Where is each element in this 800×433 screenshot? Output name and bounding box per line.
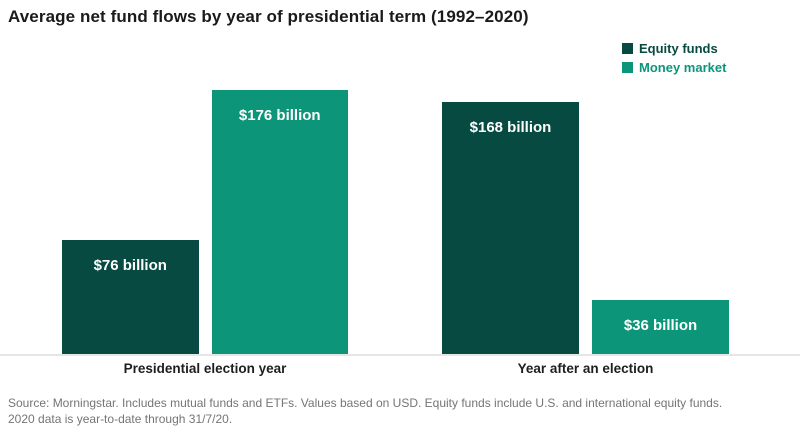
- bar-group-election-year: $76 billion $176 billion: [62, 90, 348, 354]
- legend-item-money-market: Money market: [622, 58, 726, 77]
- source-note-line-2: 2020 data is year-to-date through 31/7/2…: [8, 411, 233, 426]
- bar-equity-funds-election-year: $76 billion: [62, 240, 199, 354]
- legend-label-equity-funds: Equity funds: [639, 41, 718, 56]
- legend-item-equity-funds: Equity funds: [622, 39, 726, 58]
- x-axis-line: [0, 354, 800, 356]
- bar-group-year-after-election: $168 billion $36 billion: [442, 102, 729, 354]
- bar-money-market-year-after: $36 billion: [592, 300, 729, 354]
- legend-swatch-equity-funds: [622, 43, 633, 54]
- x-axis-label-year-after-election: Year after an election: [517, 361, 654, 376]
- chart-title: Average net fund flows by year of presid…: [8, 7, 529, 26]
- bar-equity-funds-year-after: $168 billion: [442, 102, 579, 354]
- legend-swatch-money-market: [622, 62, 633, 73]
- bar-value-label: $176 billion: [238, 107, 321, 124]
- bar-value-label: $36 billion: [623, 317, 698, 334]
- plot-area: $76 billion $176 billion $168 billion $3…: [0, 90, 800, 356]
- bar-value-label: $168 billion: [469, 119, 552, 136]
- bar-money-market-election-year: $176 billion: [211, 90, 348, 354]
- bar-value-label: $76 billion: [93, 257, 167, 274]
- legend-label-money-market: Money market: [639, 60, 727, 75]
- source-note-line-1: Source: Morningstar. Includes mutual fun…: [8, 396, 723, 410]
- source-note: Source: Morningstar. Includes mutual fun…: [8, 396, 722, 427]
- x-axis-label-election-year: Presidential election year: [123, 361, 287, 376]
- legend: Equity funds Money market: [622, 39, 726, 77]
